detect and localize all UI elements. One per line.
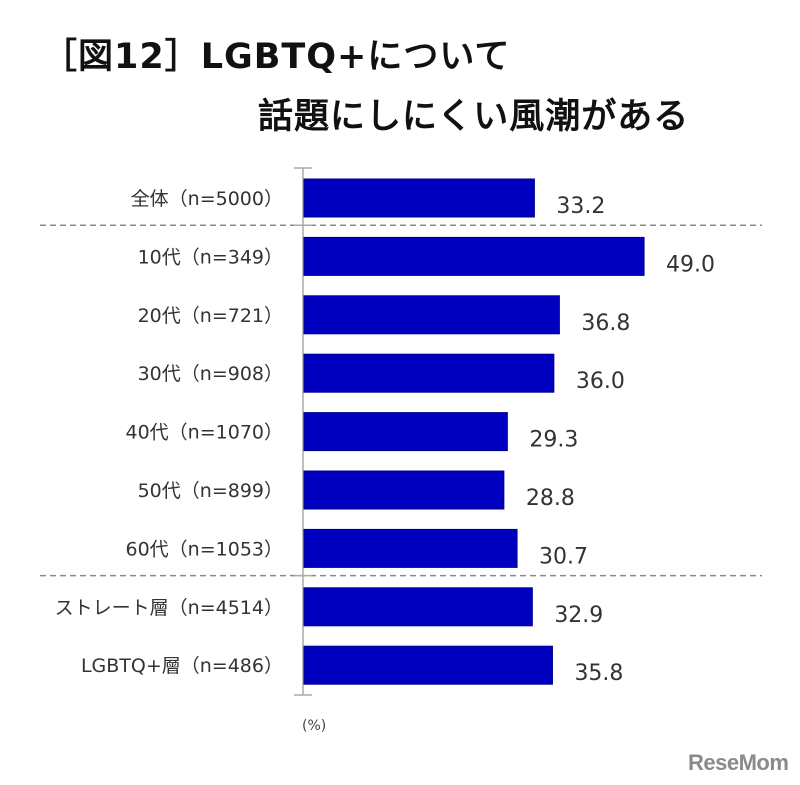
resemom-logo: ReseMom: [688, 750, 789, 775]
bar: [303, 178, 535, 218]
category-label: 全体（n=5000）: [131, 188, 283, 210]
category-label: LGBTQ+層（n=486）: [81, 655, 283, 677]
category-label: ストレート層（n=4514）: [55, 597, 283, 619]
bar: [303, 587, 533, 627]
value-label: 30.7: [539, 544, 588, 569]
bar: [303, 295, 560, 335]
chart-title-line1: ［図12］LGBTQ+について: [42, 37, 511, 77]
bar: [303, 528, 518, 568]
bar: [303, 236, 645, 276]
category-label: 10代（n=349）: [138, 246, 283, 268]
category-label: 60代（n=1053）: [126, 538, 284, 560]
category-label: 20代（n=721）: [138, 305, 283, 327]
value-label: 32.9: [554, 603, 603, 628]
bar: [303, 470, 505, 510]
value-label: 36.8: [581, 311, 630, 336]
value-label: 35.8: [574, 661, 623, 686]
bar: [303, 412, 508, 452]
category-label: 30代（n=908）: [138, 363, 283, 385]
value-label: 29.3: [529, 428, 578, 453]
category-label: 50代（n=899）: [138, 480, 283, 502]
value-label: 28.8: [526, 486, 575, 511]
unit-label: (%): [302, 718, 327, 734]
bar: [303, 353, 555, 393]
value-label: 33.2: [556, 194, 605, 219]
category-label: 40代（n=1070）: [126, 422, 284, 444]
chart-title-line2: 話題にしにくい風潮がある: [258, 97, 690, 137]
value-label: 36.0: [576, 369, 625, 394]
value-label: 49.0: [666, 252, 715, 277]
bar: [303, 645, 553, 685]
